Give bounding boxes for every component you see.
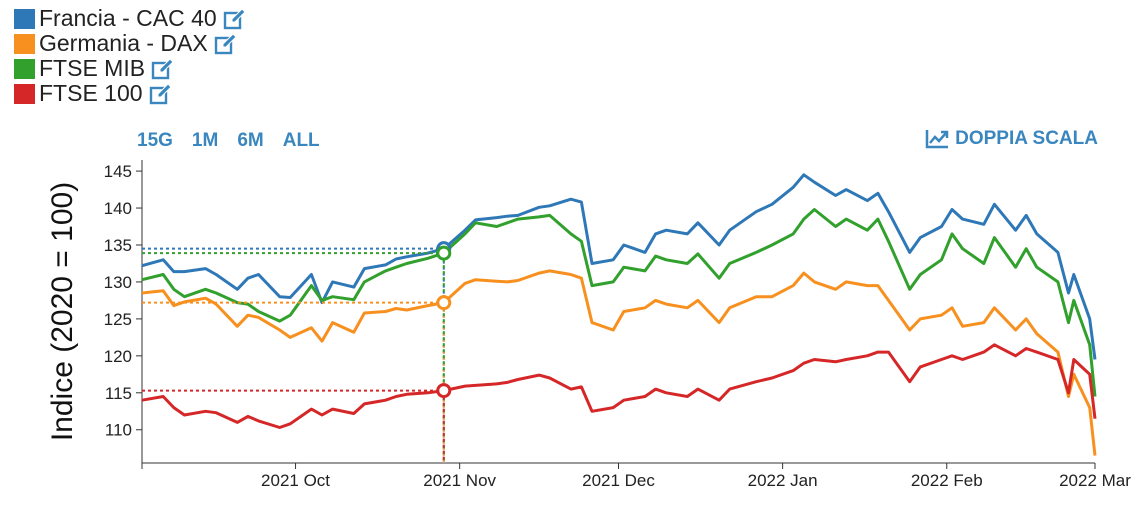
legend-swatch <box>14 58 35 79</box>
series-line-2 <box>141 208 1097 397</box>
edit-icon[interactable] <box>223 7 247 30</box>
range-button-6m[interactable]: 6M <box>237 130 264 151</box>
range-button-1m[interactable]: 1M <box>191 130 219 151</box>
y-tick-label: 125 <box>104 310 132 329</box>
y-tick-label: 135 <box>104 236 132 255</box>
x-tick-label: 2022 Feb <box>911 471 983 490</box>
hover-marker <box>436 245 452 261</box>
range-selector: 15G 1M 6M ALL <box>137 130 339 152</box>
y-tick-label: 140 <box>104 199 132 218</box>
y-tick-label: 120 <box>104 347 132 366</box>
y-tick-label: 110 <box>105 421 132 440</box>
x-tick-label: 2022 Mar <box>1059 471 1131 490</box>
x-tick-label: 2021 Oct <box>261 471 330 490</box>
y-axis-label: Indice (2020 = 100) <box>46 182 79 441</box>
legend-swatch <box>14 33 35 54</box>
legend-label: Francia - CAC 40 <box>39 5 217 31</box>
hover-marker <box>436 383 452 399</box>
trend-chart-icon <box>925 130 949 149</box>
series-line-1 <box>141 269 1097 456</box>
x-tick-label: 2021 Dec <box>582 471 655 490</box>
range-button-15g[interactable]: 15G <box>137 130 173 151</box>
dual-scale-label: DOPPIA SCALA <box>955 128 1098 149</box>
dual-scale-button[interactable]: DOPPIA SCALA <box>925 128 1098 150</box>
edit-icon[interactable] <box>149 82 173 105</box>
legend-item-ftse100[interactable]: FTSE 100 <box>14 81 247 106</box>
legend-label: FTSE MIB <box>39 55 146 81</box>
legend-swatch <box>14 83 35 104</box>
legend: Francia - CAC 40 Germania - DAX FTSE MIB… <box>14 6 247 106</box>
legend-item-ftsemib[interactable]: FTSE MIB <box>14 56 247 81</box>
y-tick-label: 145 <box>104 162 132 181</box>
legend-item-dax[interactable]: Germania - DAX <box>14 31 247 56</box>
hover-marker <box>436 295 452 311</box>
range-button-all[interactable]: ALL <box>282 130 320 151</box>
series-line-3 <box>141 343 1097 429</box>
x-tick-label: 2022 Jan <box>748 471 818 490</box>
y-tick-label: 115 <box>105 384 132 403</box>
legend-label: Germania - DAX <box>39 30 208 56</box>
legend-item-cac40[interactable]: Francia - CAC 40 <box>14 6 247 31</box>
edit-icon[interactable] <box>214 32 238 55</box>
edit-icon[interactable] <box>151 57 175 80</box>
x-tick-label: 2021 Nov <box>423 471 496 490</box>
legend-label: FTSE 100 <box>39 80 143 106</box>
y-tick-label: 130 <box>104 273 132 292</box>
series-line-0 <box>141 173 1097 360</box>
legend-swatch <box>14 8 35 29</box>
